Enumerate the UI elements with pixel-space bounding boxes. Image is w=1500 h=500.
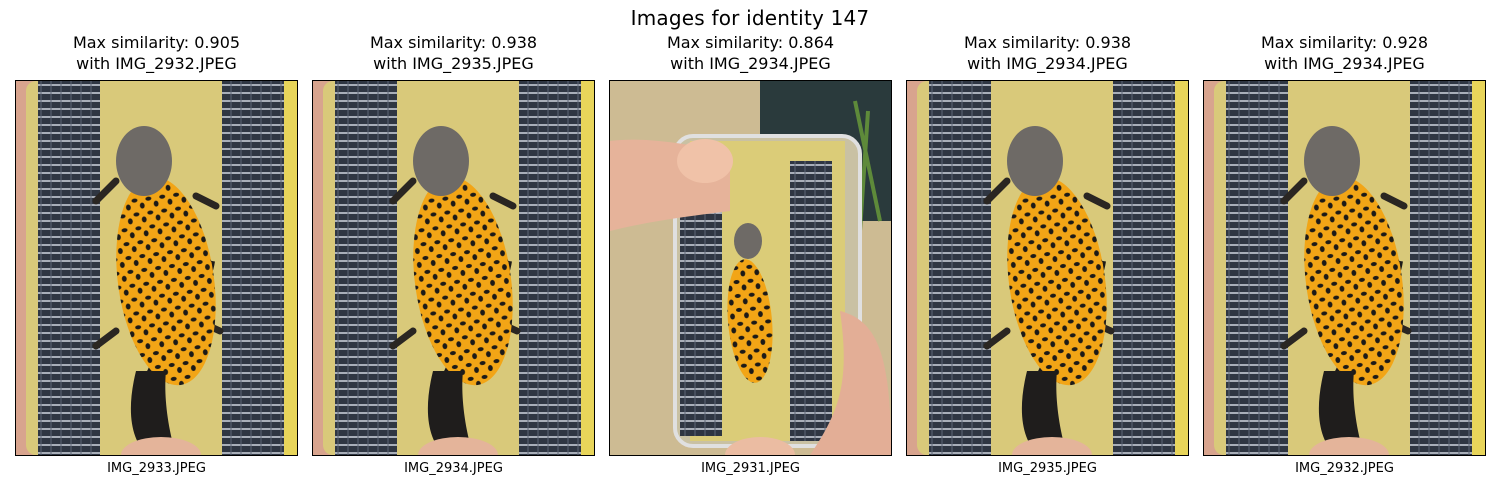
panel-match-file: with IMG_2934.JPEG <box>967 54 1128 73</box>
image-panel: Max similarity: 0.938 with IMG_2935.JPEG… <box>312 32 595 492</box>
panel-match-file: with IMG_2934.JPEG <box>1264 54 1425 73</box>
panel-title: Max similarity: 0.905 with IMG_2932.JPEG <box>0 32 318 74</box>
panel-max-similarity: Max similarity: 0.864 <box>666 33 835 52</box>
panel-max-similarity: Max similarity: 0.938 <box>369 33 538 52</box>
image-panel: Max similarity: 0.938 with IMG_2934.JPEG… <box>906 32 1189 492</box>
newt-photo <box>1203 80 1486 456</box>
image-panel: Max similarity: 0.905 with IMG_2932.JPEG… <box>15 32 298 492</box>
image-panel: Max similarity: 0.864 with IMG_2934.JPEG… <box>609 32 892 492</box>
panel-max-similarity: Max similarity: 0.905 <box>72 33 241 52</box>
panel-filename: IMG_2934.JPEG <box>404 461 503 476</box>
panel-max-similarity: Max similarity: 0.928 <box>1260 33 1429 52</box>
panel-filename: IMG_2933.JPEG <box>107 461 206 476</box>
panel-match-file: with IMG_2935.JPEG <box>373 54 534 73</box>
panel-max-similarity: Max similarity: 0.938 <box>963 33 1132 52</box>
panel-filename: IMG_2931.JPEG <box>701 461 800 476</box>
panel-filename: IMG_2932.JPEG <box>1295 461 1394 476</box>
newt-photo <box>906 80 1189 456</box>
newt-photo <box>609 80 892 456</box>
panel-title: Max similarity: 0.938 with IMG_2935.JPEG <box>292 32 615 74</box>
panel-filename: IMG_2935.JPEG <box>998 461 1097 476</box>
panel-match-file: with IMG_2932.JPEG <box>76 54 237 73</box>
panel-title: Max similarity: 0.938 with IMG_2934.JPEG <box>886 32 1209 74</box>
panel-title: Max similarity: 0.864 with IMG_2934.JPEG <box>589 32 912 74</box>
newt-photo <box>312 80 595 456</box>
newt-photo <box>15 80 298 456</box>
figure-title: Images for identity 147 <box>630 6 870 30</box>
panel-title: Max similarity: 0.928 with IMG_2934.JPEG <box>1183 32 1500 74</box>
image-panel: Max similarity: 0.928 with IMG_2934.JPEG… <box>1203 32 1486 492</box>
panel-match-file: with IMG_2934.JPEG <box>670 54 831 73</box>
